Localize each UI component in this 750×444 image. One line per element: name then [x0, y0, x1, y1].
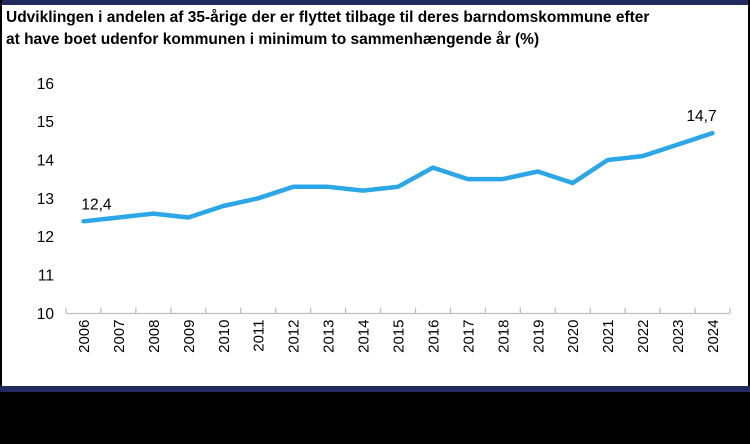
x-axis-tick-label: 2023	[670, 320, 687, 353]
x-axis-tick-label: 2018	[495, 320, 512, 353]
left-border	[0, 0, 2, 392]
footer-bar	[0, 386, 750, 444]
x-axis-tick-label: 2015	[391, 320, 408, 353]
trend-line	[81, 130, 715, 224]
x-axis-tick-label: 2010	[216, 320, 233, 353]
data-label: 14,7	[686, 108, 716, 125]
y-axis-tick-label: 16	[37, 76, 54, 93]
y-axis-tick-label: 11	[38, 267, 54, 284]
top-accent-bar	[0, 0, 750, 5]
y-axis-tick-label: 14	[37, 152, 55, 169]
x-axis-tick-label: 2009	[181, 320, 198, 353]
y-axis-tick-label: 15	[37, 114, 54, 131]
x-axis-tick-label: 2020	[565, 320, 582, 353]
right-border	[748, 0, 750, 392]
y-axis-tick-label: 13	[37, 191, 54, 208]
data-label: 12,4	[81, 196, 112, 213]
x-axis-tick-label: 2007	[111, 320, 128, 353]
x-axis-tick-label: 2022	[635, 320, 652, 353]
x-axis-tick-label: 2013	[321, 320, 338, 353]
x-axis-tick-label: 2016	[425, 320, 442, 353]
x-axis-tick-label: 2021	[600, 320, 617, 353]
x-axis-tick-label: 2012	[286, 320, 303, 353]
x-axis-tick-label: 2014	[356, 320, 373, 353]
y-axis-tick-label: 12	[37, 229, 54, 246]
y-axis-tick-label: 10	[37, 306, 55, 323]
x-axis-tick-label: 2017	[460, 320, 477, 353]
chart-title-line-1: Udviklingen i andelen af 35-årige der er…	[6, 9, 650, 26]
trend-chart: 10 11 12 13 14 15 16 2006 2007 2008 2009 2010 2011 20…	[37, 76, 731, 353]
x-axis-tick-label: 2024	[705, 320, 722, 353]
x-axis-tick-label: 2011	[251, 320, 268, 352]
x-axis-tick-label: 2008	[146, 320, 163, 353]
chart-title-line-2: at have boet udenfor kommunen i minimum …	[6, 31, 540, 48]
x-axis-tick-label: 2019	[530, 320, 547, 353]
x-axis-tick-label: 2006	[76, 320, 93, 353]
chart-title: Udviklingen i andelen af 35-årige der er…	[6, 7, 746, 51]
